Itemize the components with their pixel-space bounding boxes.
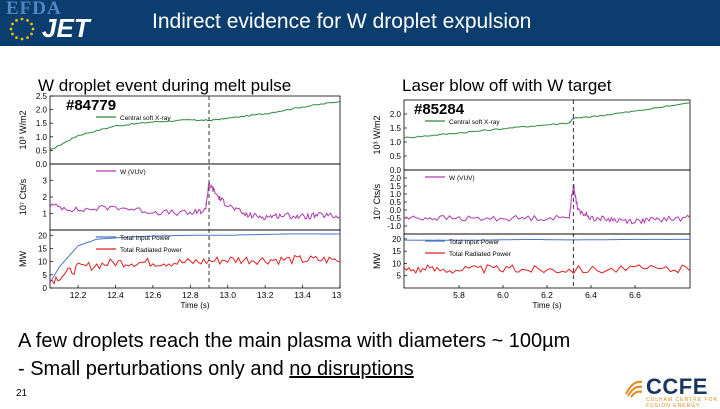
legend-label: W (VUV) [449, 175, 475, 182]
y-tick-label: 2 [43, 193, 48, 202]
slide-number: 21 [16, 388, 27, 399]
ccfe-logo-subtext: CULHAM CENTRE FOR FUSION ENERGY [646, 397, 720, 409]
eu-star [30, 23, 33, 26]
series-line [404, 265, 690, 273]
y-tick-label: 5 [397, 272, 402, 281]
caption-line-1: A few droplets reach the main plasma wit… [18, 330, 570, 353]
y-tick-label: 2.0 [390, 110, 402, 119]
eu-star [26, 19, 29, 22]
eu-star [30, 33, 33, 36]
caption-underlined: no disruptions [289, 358, 414, 380]
pulse-number: #85284 [414, 101, 465, 118]
y-tick-label: 2.0 [36, 106, 48, 115]
slide-title: Indirect evidence for W droplet expulsio… [152, 10, 531, 34]
jet-logo-text: JET [42, 13, 90, 44]
legend-label: Total Input Power [449, 239, 500, 246]
y-axis-label: 10³ W/m2 [18, 110, 28, 149]
y-tick-label: 0 [43, 284, 48, 293]
caption-line-2: - Small perturbations only and no disrup… [18, 358, 414, 381]
legend-label: Total Radiated Power [120, 247, 183, 254]
eu-star [11, 33, 14, 36]
x-axis-label: Time (s) [180, 301, 209, 310]
y-tick-label: 1.0 [36, 133, 48, 142]
eu-star [21, 18, 24, 21]
legend-label: Total Input Power [120, 235, 171, 242]
y-axis-label: 10⁷ Cts/s [18, 178, 28, 215]
y-tick-label: 0.5 [390, 198, 402, 207]
left-chart: 0.0 0.5 1.0 1.5 2.0 2.5 10³ W/m2 Central soft X… [12, 92, 342, 310]
x-axis-label: Time (s) [532, 301, 561, 310]
y-tick-label: 15 [38, 244, 47, 253]
y-tick-label: 1.5 [390, 182, 402, 191]
y-axis-label: MW [18, 251, 28, 267]
star-ring [10, 18, 35, 41]
y-tick-label: 1.5 [390, 124, 402, 133]
eu-star [21, 38, 24, 41]
y-tick-label: 1 [43, 210, 48, 219]
y-tick-label: 20 [38, 231, 47, 240]
x-tick-label: 6.2 [541, 290, 553, 300]
x-tick-label: 13.2 [257, 290, 274, 300]
x-tick-label: 12.8 [182, 290, 199, 300]
y-tick-label: -0.5 [387, 214, 401, 223]
series-line [50, 182, 340, 219]
y-tick-label: 0.5 [36, 146, 48, 155]
x-tick-label: 13.6 [332, 290, 342, 300]
series-line [50, 256, 340, 284]
y-tick-label: -1.0 [387, 222, 401, 231]
x-tick-label: 6.0 [497, 290, 509, 300]
y-tick-label: 1.0 [390, 138, 402, 147]
y-tick-label: 20 [392, 235, 401, 244]
series-line [404, 239, 690, 240]
pulse-number: #84779 [66, 97, 116, 114]
eu-star [32, 28, 35, 31]
eu-star [10, 28, 13, 31]
x-tick-label: 5.8 [453, 290, 465, 300]
y-tick-label: 1.0 [390, 190, 402, 199]
eu-star [15, 36, 18, 39]
eu-star [26, 36, 29, 39]
y-axis-label: MW [372, 253, 382, 269]
y-axis-label: 10⁷ Cts/s [372, 183, 382, 220]
x-tick-label: 13.4 [294, 290, 311, 300]
subplot-frame [50, 164, 340, 230]
y-tick-label: 1.5 [36, 119, 48, 128]
caption-line-2-prefix: - Small perturbations only and [18, 358, 289, 380]
y-tick-label: 0.0 [390, 206, 402, 215]
series-line [50, 234, 340, 283]
eu-star [11, 23, 14, 26]
ccfe-logo-icon [622, 376, 644, 398]
y-tick-label: 0.0 [36, 160, 48, 169]
y-axis-label: 10³ W/m2 [372, 115, 382, 154]
x-tick-label: 6.4 [585, 290, 597, 300]
subplot-frame [50, 230, 340, 288]
eu-stars-icon [2, 14, 42, 44]
y-tick-label: 10 [392, 259, 401, 268]
y-tick-label: 10 [38, 258, 47, 267]
x-tick-label: 6.6 [629, 290, 641, 300]
subplot-frame [404, 234, 690, 288]
legend-label: Central soft X-ray [449, 119, 500, 126]
legend-label: Total Radiated Power [449, 251, 512, 258]
slide-header: EFDA JET Indirect evidence for W droplet… [0, 0, 720, 46]
y-tick-label: 3 [43, 177, 48, 186]
x-tick-label: 12.6 [145, 290, 162, 300]
x-tick-label: 12.2 [70, 290, 87, 300]
y-tick-label: 15 [392, 247, 401, 256]
x-tick-label: 13.0 [219, 290, 236, 300]
x-tick-label: 12.4 [107, 290, 124, 300]
legend-label: W (VUV) [120, 169, 146, 176]
eu-star [15, 19, 18, 22]
y-tick-label: 2.5 [36, 92, 48, 101]
y-tick-label: 0.5 [390, 152, 402, 161]
legend-label: Central soft X-ray [120, 115, 171, 122]
series-line [404, 185, 690, 224]
y-tick-label: 5 [43, 271, 48, 280]
subplot-frame [404, 170, 690, 234]
y-tick-label: 2.0 [390, 174, 402, 183]
